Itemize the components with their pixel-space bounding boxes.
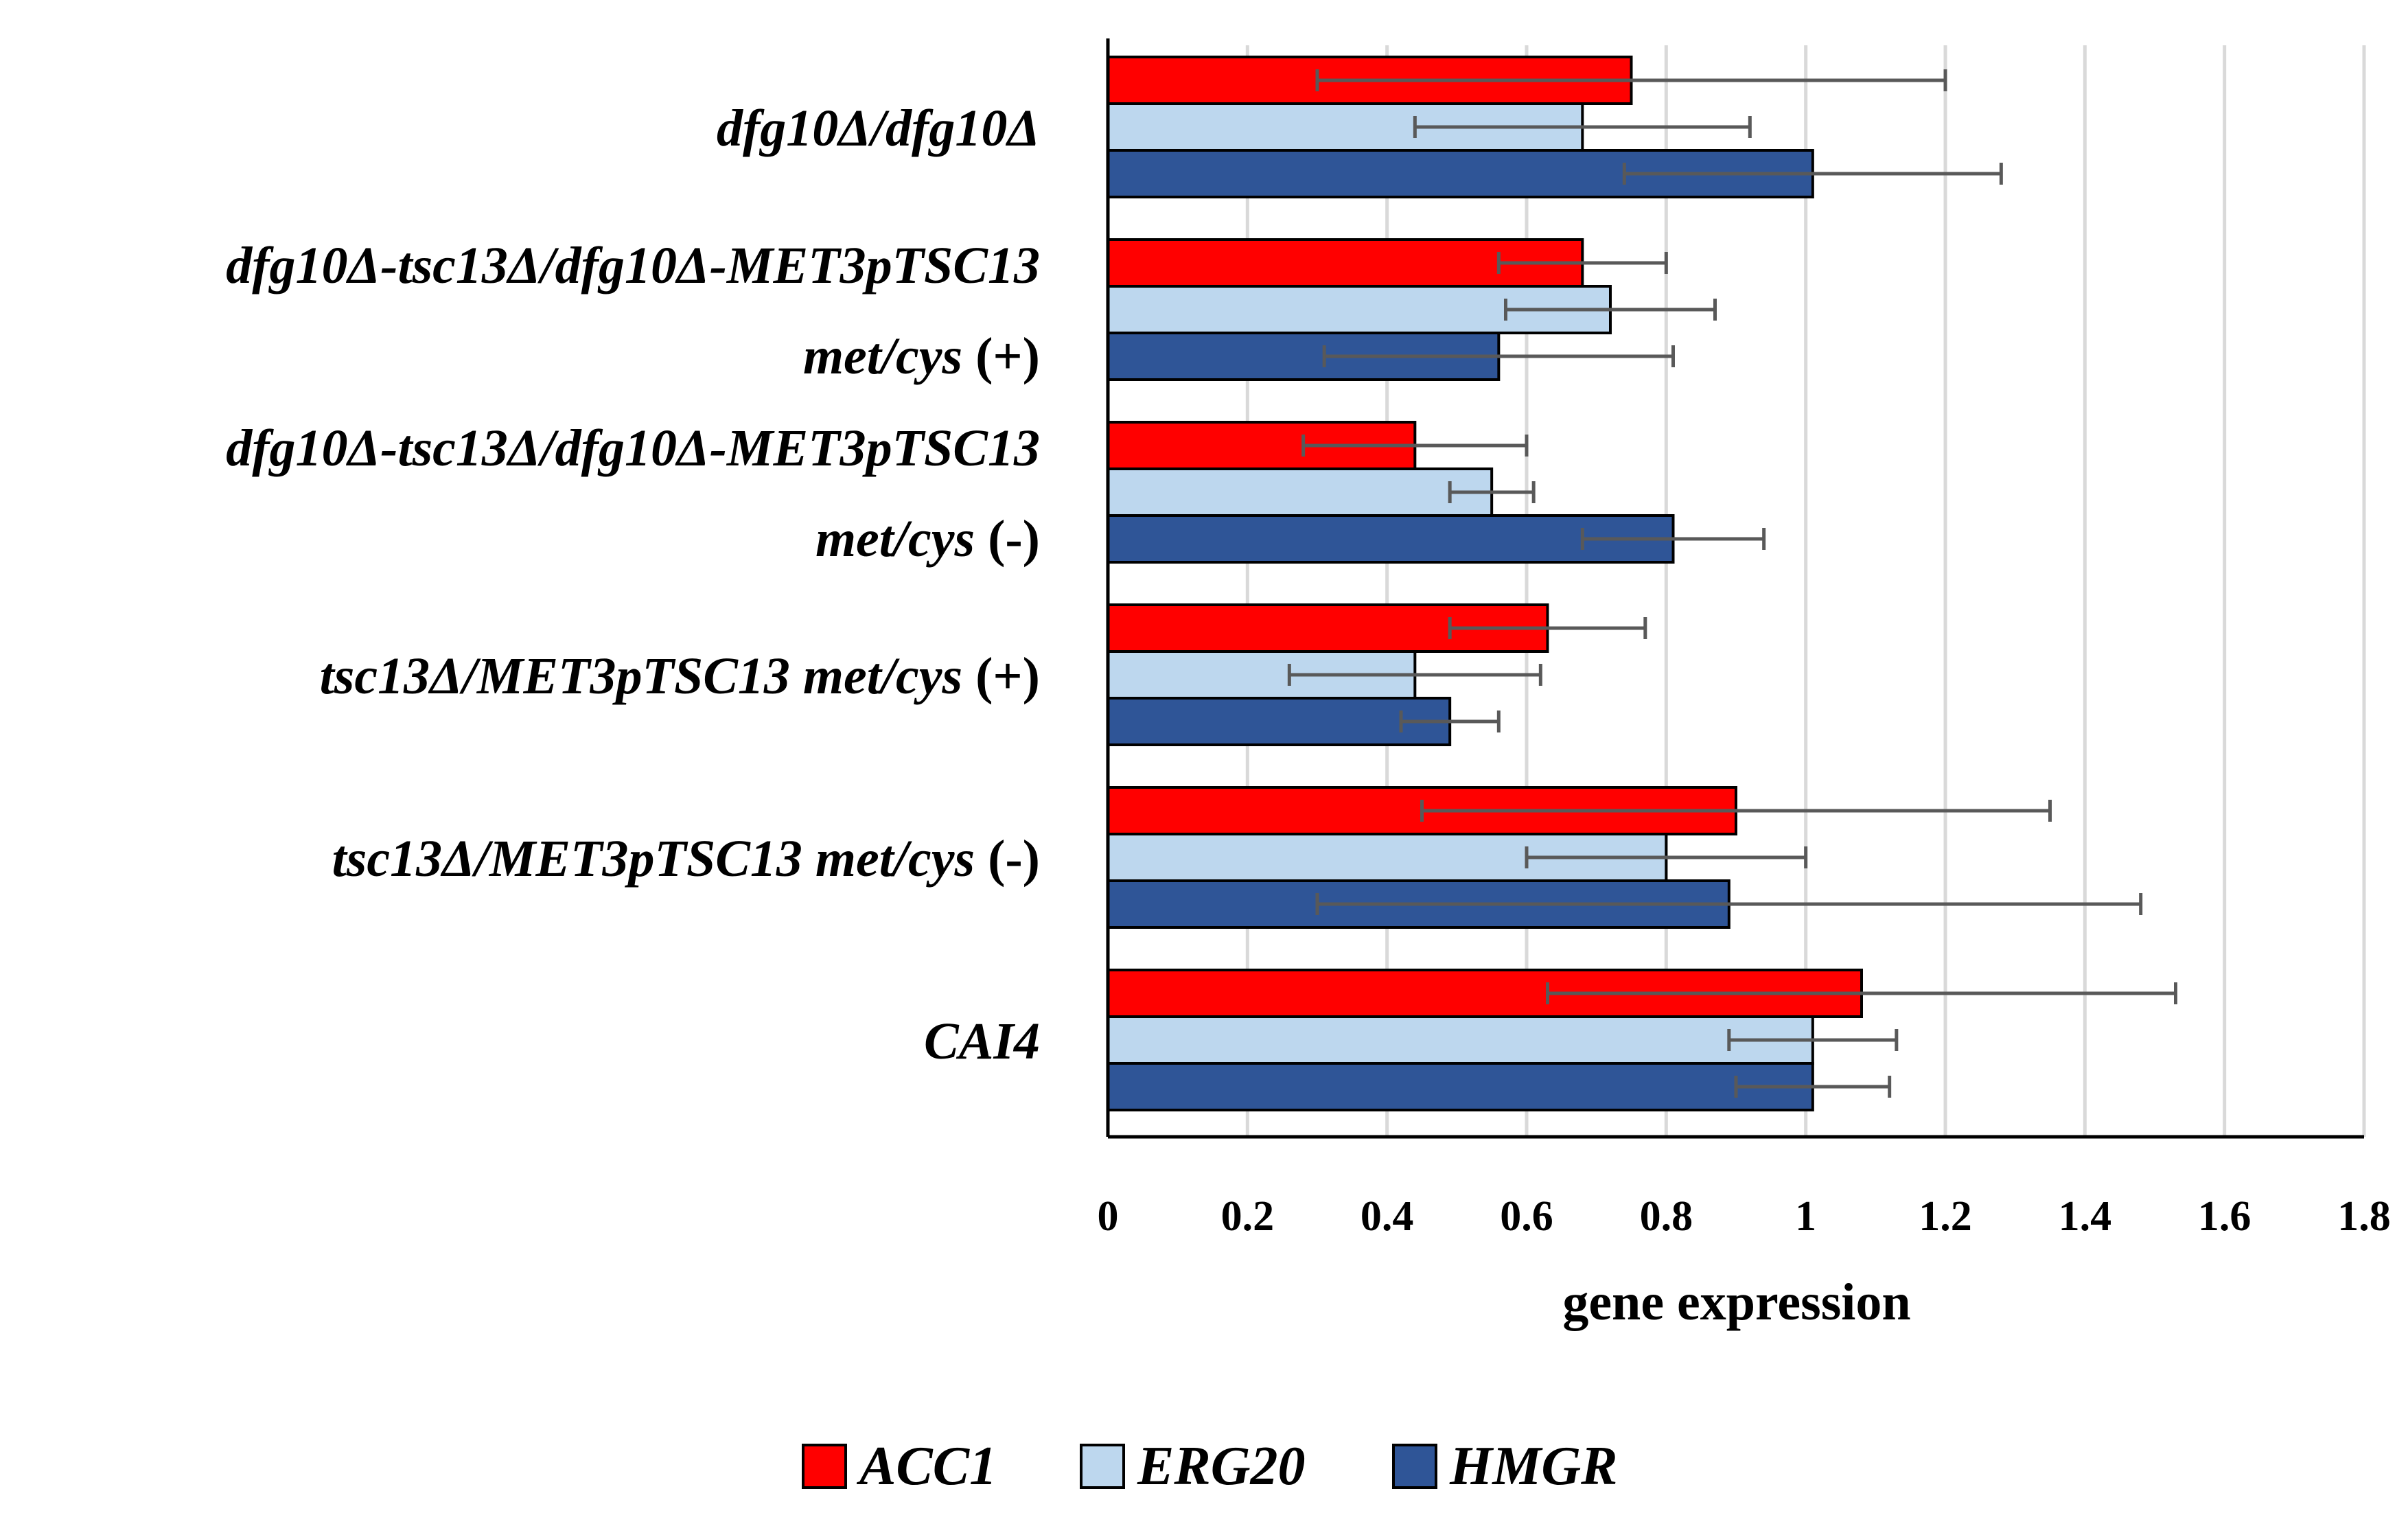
bar-erg20 bbox=[1107, 467, 1494, 517]
x-tick-label: 0.2 bbox=[1221, 1193, 1275, 1240]
x-tick-label: 1.6 bbox=[2198, 1193, 2251, 1240]
error-bar-hmgr bbox=[1734, 1076, 1892, 1098]
x-tick-labels: 0 0.2 0.4 0.6 0.8 1 1.2 1.4 1.6 1.8 bbox=[1098, 1193, 2391, 1240]
category-label: CAI4 bbox=[924, 1013, 1040, 1070]
error-bar-acc1 bbox=[1420, 800, 2052, 822]
category-label-line: dfg10Δ-tsc13Δ/dfg10Δ-MET3pTSC13 bbox=[226, 237, 1040, 294]
error-bar-acc1 bbox=[1448, 617, 1647, 639]
error-bar-erg20 bbox=[1448, 481, 1536, 503]
error-bar-hmgr bbox=[1322, 345, 1675, 367]
error-bar-acc1 bbox=[1496, 252, 1668, 274]
x-tick-label: 0.6 bbox=[1500, 1193, 1553, 1240]
category-label: dfg10Δ/dfg10Δ bbox=[717, 100, 1040, 157]
error-bar-hmgr bbox=[1399, 711, 1501, 732]
x-tick-label: 0.4 bbox=[1361, 1193, 1414, 1240]
error-bars bbox=[1287, 69, 2177, 1098]
x-tick-label: 1 bbox=[1795, 1193, 1816, 1240]
error-bar-hmgr bbox=[1315, 893, 2143, 915]
x-tick-label: 1.8 bbox=[2337, 1193, 2391, 1240]
category-label: dfg10Δ-tsc13Δ/dfg10Δ-MET3pTSC13 met/cys (… bbox=[226, 237, 1040, 385]
legend-swatch bbox=[1392, 1444, 1437, 1489]
error-bar-erg20 bbox=[1525, 846, 1808, 868]
category-label: tsc13Δ/MET3pTSC13 met/cys (+) bbox=[320, 647, 1040, 705]
bar-hmgr bbox=[1107, 1062, 1814, 1111]
legend-item-hmgr: HMGR bbox=[1392, 1436, 1618, 1497]
legend-label: ERG20 bbox=[1137, 1436, 1306, 1497]
x-axis-title: gene expression bbox=[1562, 1273, 1910, 1331]
bar-hmgr bbox=[1107, 697, 1452, 746]
error-bar-acc1 bbox=[1315, 69, 1947, 91]
legend-label: HMGR bbox=[1449, 1436, 1618, 1497]
category-label-line: tsc13Δ/MET3pTSC13 met/cys (+) bbox=[320, 647, 1040, 705]
gridlines bbox=[1245, 45, 2366, 1137]
error-bar-erg20 bbox=[1287, 664, 1542, 686]
x-tick-label: 1.2 bbox=[1919, 1193, 1972, 1240]
bar-erg20 bbox=[1107, 1015, 1814, 1065]
category-label-line: dfg10Δ/dfg10Δ bbox=[717, 100, 1040, 157]
category-label-line: tsc13Δ/MET3pTSC13 met/cys (-) bbox=[332, 830, 1040, 888]
error-bar-hmgr bbox=[1622, 163, 2003, 185]
category-label-line: met/cys (+) bbox=[803, 327, 1040, 385]
legend-swatch bbox=[802, 1444, 847, 1489]
category-label-line: met/cys (-) bbox=[815, 510, 1040, 568]
legend-item-erg20: ERG20 bbox=[1080, 1436, 1306, 1497]
legend-label: ACC1 bbox=[856, 1436, 997, 1497]
x-tick-label: 0 bbox=[1098, 1193, 1119, 1240]
legend-swatch bbox=[1080, 1444, 1125, 1489]
error-bar-erg20 bbox=[1727, 1029, 1899, 1051]
error-bar-acc1 bbox=[1301, 435, 1529, 457]
category-labels: dfg10Δ/dfg10Δ dfg10Δ-tsc13Δ/dfg10Δ-MET3pT… bbox=[226, 100, 1040, 1070]
category-label: dfg10Δ-tsc13Δ/dfg10Δ-MET3pTSC13 met/cys (… bbox=[226, 419, 1040, 568]
error-bar-hmgr bbox=[1580, 528, 1766, 550]
error-bar-erg20 bbox=[1504, 299, 1717, 321]
legend-item-acc1: ACC1 bbox=[802, 1436, 997, 1497]
category-label: tsc13Δ/MET3pTSC13 met/cys (-) bbox=[332, 830, 1040, 888]
error-bar-acc1 bbox=[1546, 982, 2177, 1004]
x-tick-label: 1.4 bbox=[2059, 1193, 2112, 1240]
bars bbox=[1107, 56, 1863, 1111]
legend: ACC1 ERG20 HMGR bbox=[802, 1436, 1618, 1497]
axes bbox=[1106, 38, 2364, 1139]
category-label-line: dfg10Δ-tsc13Δ/dfg10Δ-MET3pTSC13 bbox=[226, 419, 1040, 477]
x-tick-label: 0.8 bbox=[1640, 1193, 1693, 1240]
category-label-line: CAI4 bbox=[924, 1013, 1040, 1070]
error-bar-erg20 bbox=[1413, 116, 1752, 138]
